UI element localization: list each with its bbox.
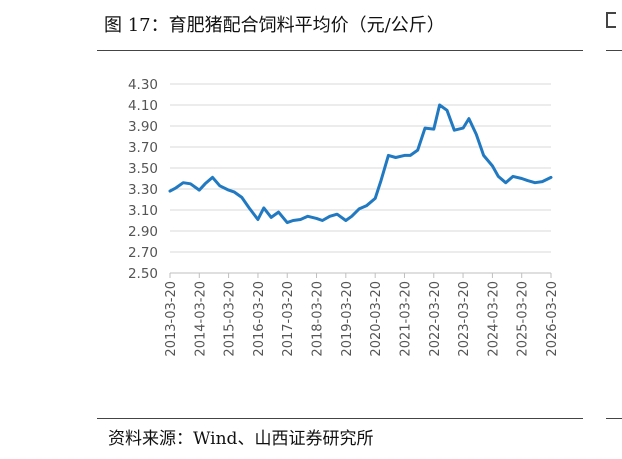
x-tick-label: 2020-03-20 [369,281,384,357]
y-axis-ticks: 2.50 2.70 2.90 3.10 3.30 3.50 3.70 3.90 4.10 4.30 [128,77,158,282]
x-tick-label: 2014-03-20 [193,281,208,357]
y-tick-label: 2.70 [128,245,158,261]
x-tick-label: 2025-03-20 [516,281,531,357]
y-tick-label: 3.50 [128,161,158,177]
x-tick-label: 2016-03-20 [252,281,267,357]
x-tick-label: 2022-03-20 [428,281,443,357]
y-tick-label: 2.50 [128,266,158,282]
x-tick-label: 2023-03-20 [457,281,472,357]
series-line [168,103,553,225]
y-tick-label: 3.30 [128,182,158,198]
x-tick-label: 2026-03-20 [545,281,560,357]
chart-title: 图 17：育肥猪配合饲料平均价（元/公斤） [104,15,445,36]
x-tick-label: 2024-03-20 [486,281,501,357]
grid-lines [169,83,552,278]
adjacent-panel-edge [606,12,616,28]
x-tick-label: 2019-03-20 [340,281,355,357]
x-tick-label: 2017-03-20 [281,281,296,357]
y-tick-label: 4.10 [128,98,158,114]
top-rule-adjacent [606,50,622,51]
x-tick-label: 2018-03-20 [311,281,326,357]
y-tick-label: 3.90 [128,119,158,135]
x-tick-label: 2013-03-20 [164,281,179,357]
x-tick-label: 2021-03-20 [398,281,413,357]
y-tick-label: 2.90 [128,224,158,240]
x-axis-ticks: 2013-03-20 2014-03-20 2015-03-20 2016-03-20… [164,281,560,357]
series-layer [168,103,553,225]
y-tick-label: 3.70 [128,140,158,156]
y-tick-label: 3.10 [128,203,158,219]
bottom-rule [97,418,583,419]
y-tick-label: 4.30 [128,77,158,93]
top-rule [97,50,583,51]
bottom-rule-adjacent [606,418,622,419]
x-tick-label: 2015-03-20 [223,281,238,357]
source-note: 资料来源：Wind、山西证券研究所 [108,429,374,449]
